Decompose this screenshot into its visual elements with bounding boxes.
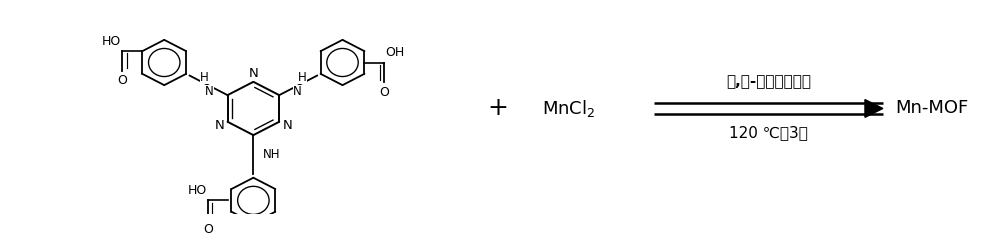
Text: NH: NH (263, 148, 281, 161)
Text: OH: OH (385, 46, 405, 60)
Text: N: N (283, 119, 292, 133)
Text: O: O (117, 74, 127, 87)
Text: 氮,氮-二甲基乙酰胺: 氮,氮-二甲基乙酰胺 (726, 74, 811, 89)
Text: H: H (298, 71, 307, 84)
Text: O: O (203, 223, 213, 237)
Text: MnCl$_2$: MnCl$_2$ (542, 98, 595, 119)
Text: N: N (205, 85, 214, 98)
Text: H: H (200, 71, 209, 84)
Text: +: + (488, 96, 508, 120)
Text: HO: HO (102, 35, 121, 48)
Text: 120 ℃，3天: 120 ℃，3天 (729, 125, 808, 140)
Text: HO: HO (188, 184, 207, 197)
Text: Mn-MOF: Mn-MOF (895, 99, 968, 118)
Text: N: N (293, 85, 302, 98)
Polygon shape (865, 99, 883, 117)
Text: N: N (249, 67, 258, 80)
Text: N: N (214, 119, 224, 133)
Text: O: O (379, 86, 389, 99)
